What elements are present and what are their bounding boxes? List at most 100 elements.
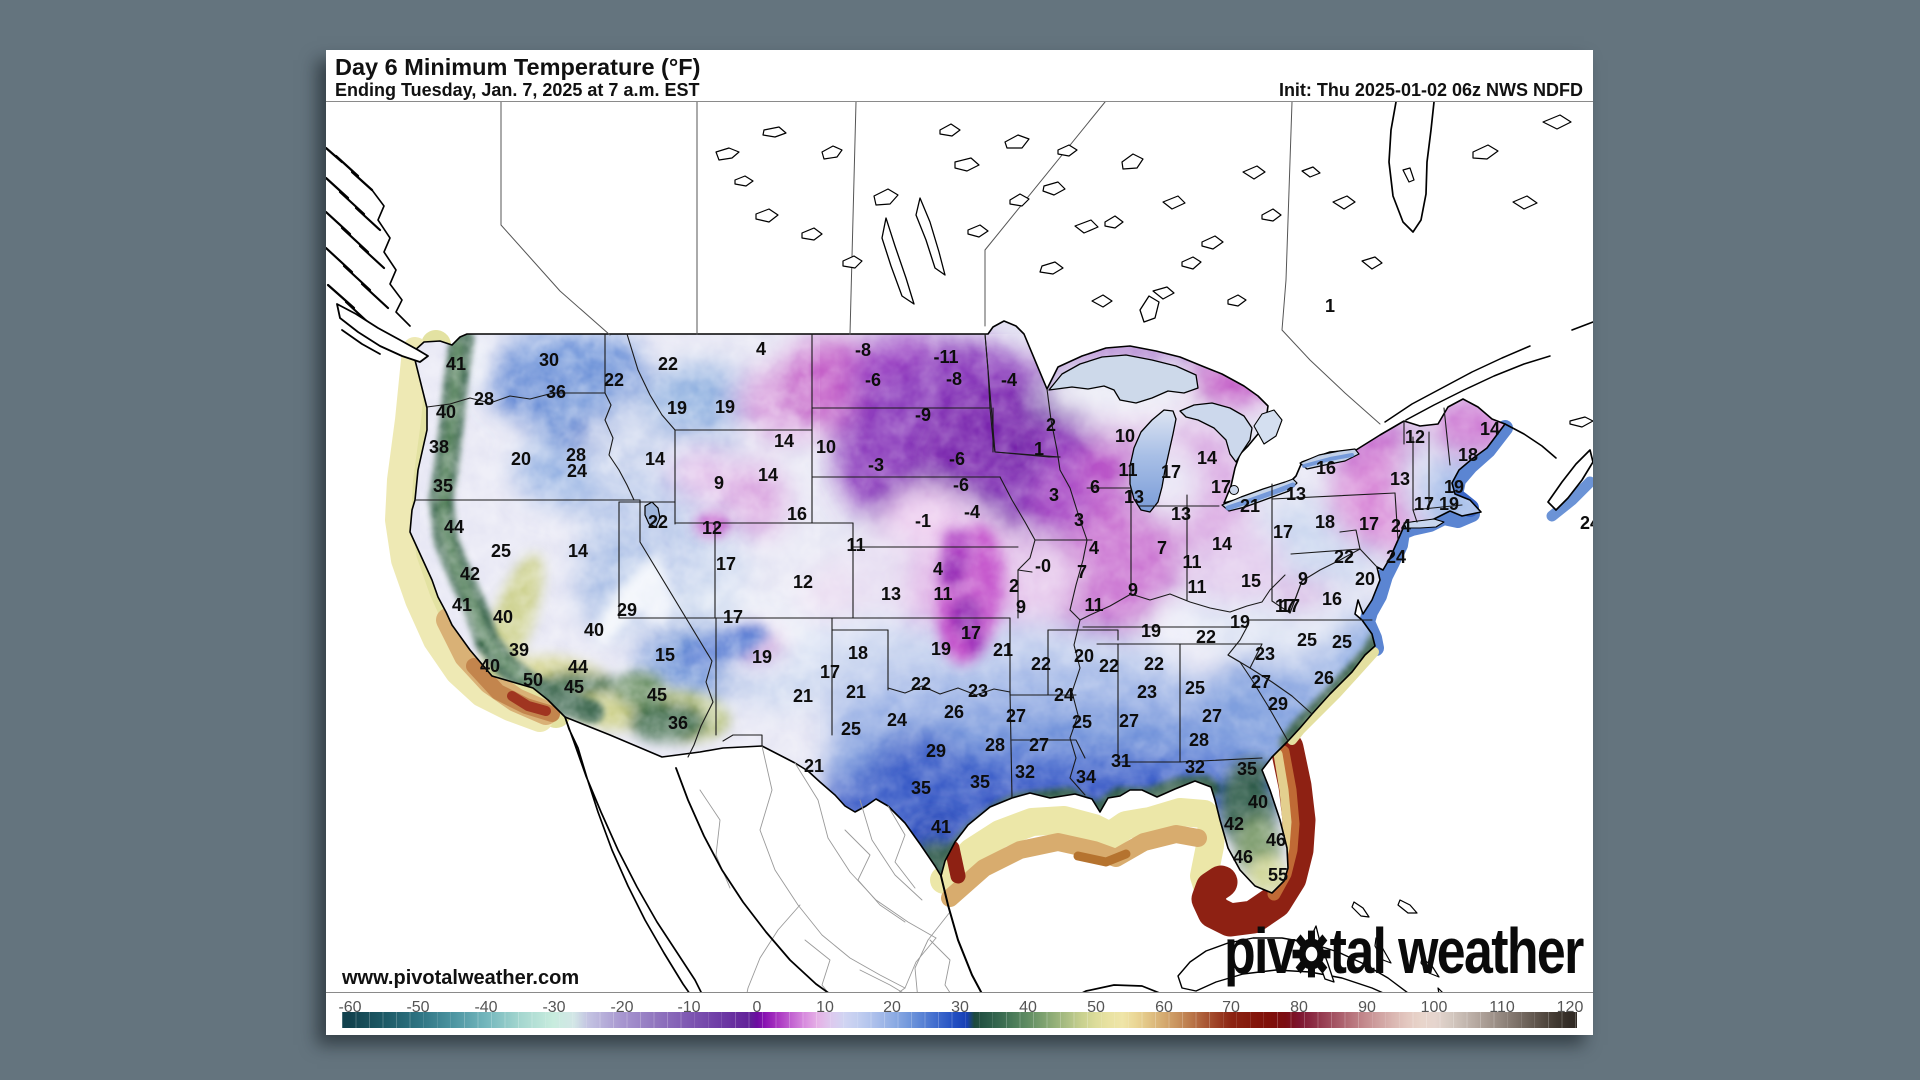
svg-text:1: 1 xyxy=(1325,296,1335,316)
svg-text:50: 50 xyxy=(523,670,543,690)
svg-text:18: 18 xyxy=(848,643,868,663)
svg-text:55: 55 xyxy=(1268,865,1288,885)
svg-text:-9: -9 xyxy=(915,405,931,425)
svg-text:21: 21 xyxy=(846,682,866,702)
svg-text:14: 14 xyxy=(1212,534,1232,554)
svg-text:16: 16 xyxy=(1322,589,1342,609)
svg-text:14: 14 xyxy=(645,449,665,469)
svg-text:19: 19 xyxy=(715,397,735,417)
svg-text:20: 20 xyxy=(1074,646,1094,666)
svg-text:35: 35 xyxy=(433,476,453,496)
svg-text:12: 12 xyxy=(1405,427,1425,447)
svg-text:-8: -8 xyxy=(855,340,871,360)
svg-text:24: 24 xyxy=(1054,685,1074,705)
svg-text:34: 34 xyxy=(1076,767,1096,787)
svg-text:45: 45 xyxy=(564,677,584,697)
svg-text:11: 11 xyxy=(846,535,865,555)
svg-text:36: 36 xyxy=(546,382,566,402)
svg-text:4: 4 xyxy=(1089,538,1099,558)
svg-text:24: 24 xyxy=(887,710,907,730)
svg-text:17: 17 xyxy=(1275,596,1295,616)
svg-text:40: 40 xyxy=(1248,792,1268,812)
svg-text:19: 19 xyxy=(1230,612,1250,632)
svg-text:7: 7 xyxy=(1157,538,1167,558)
svg-text:11: 11 xyxy=(1182,552,1201,572)
svg-text:20: 20 xyxy=(1355,569,1375,589)
svg-text:21: 21 xyxy=(1240,496,1260,516)
svg-text:14: 14 xyxy=(1197,448,1217,468)
svg-text:26: 26 xyxy=(944,702,964,722)
svg-text:11: 11 xyxy=(1084,595,1103,615)
svg-text:41: 41 xyxy=(452,595,472,615)
svg-text:29: 29 xyxy=(926,741,946,761)
svg-text:19: 19 xyxy=(667,398,687,418)
svg-text:3: 3 xyxy=(1049,485,1059,505)
svg-text:22: 22 xyxy=(648,512,668,532)
svg-text:15: 15 xyxy=(655,645,675,665)
svg-text:26: 26 xyxy=(1314,668,1334,688)
svg-text:9: 9 xyxy=(1016,597,1026,617)
svg-text:14: 14 xyxy=(758,465,778,485)
svg-text:35: 35 xyxy=(1237,759,1257,779)
svg-text:11: 11 xyxy=(1118,460,1137,480)
svg-text:17: 17 xyxy=(961,623,981,643)
svg-text:14: 14 xyxy=(774,431,794,451)
svg-text:35: 35 xyxy=(970,772,990,792)
svg-text:19: 19 xyxy=(1444,477,1464,497)
svg-text:17: 17 xyxy=(1273,522,1293,542)
svg-text:9: 9 xyxy=(714,473,724,493)
svg-text:23: 23 xyxy=(1255,644,1275,664)
svg-text:41: 41 xyxy=(446,354,466,374)
svg-text:-11: -11 xyxy=(933,347,958,367)
svg-text:27: 27 xyxy=(1006,706,1026,726)
svg-text:-1: -1 xyxy=(915,511,931,531)
svg-text:27: 27 xyxy=(1202,706,1222,726)
svg-text:19: 19 xyxy=(1439,494,1459,514)
svg-text:21: 21 xyxy=(993,640,1013,660)
svg-text:22: 22 xyxy=(658,354,678,374)
svg-text:17: 17 xyxy=(1280,596,1300,616)
svg-text:25: 25 xyxy=(1185,678,1205,698)
svg-text:40: 40 xyxy=(480,656,500,676)
svg-text:23: 23 xyxy=(1137,682,1157,702)
svg-text:9: 9 xyxy=(1298,569,1308,589)
svg-text:25: 25 xyxy=(1297,630,1317,650)
svg-text:2: 2 xyxy=(1009,576,1019,596)
svg-text:9: 9 xyxy=(1128,580,1138,600)
svg-text:22: 22 xyxy=(1144,654,1164,674)
svg-text:41: 41 xyxy=(931,817,951,837)
svg-text:17: 17 xyxy=(1211,477,1231,497)
svg-text:17: 17 xyxy=(1414,494,1434,514)
svg-text:24: 24 xyxy=(1386,547,1406,567)
svg-text:22: 22 xyxy=(1196,627,1216,647)
svg-text:7: 7 xyxy=(1077,562,1087,582)
svg-text:42: 42 xyxy=(460,564,480,584)
svg-text:28: 28 xyxy=(985,735,1005,755)
svg-text:23: 23 xyxy=(968,681,988,701)
svg-text:4: 4 xyxy=(933,559,943,579)
svg-text:14: 14 xyxy=(568,541,588,561)
svg-text:28: 28 xyxy=(1189,730,1209,750)
svg-text:15: 15 xyxy=(1241,571,1261,591)
svg-text:29: 29 xyxy=(617,600,637,620)
svg-text:46: 46 xyxy=(1266,830,1286,850)
svg-text:44: 44 xyxy=(568,657,588,677)
svg-text:27: 27 xyxy=(1119,711,1139,731)
svg-text:22: 22 xyxy=(1334,547,1354,567)
svg-text:40: 40 xyxy=(493,607,513,627)
svg-text:22: 22 xyxy=(1031,654,1051,674)
svg-text:32: 32 xyxy=(1015,762,1035,782)
svg-text:2: 2 xyxy=(1046,415,1056,435)
svg-text:16: 16 xyxy=(1316,458,1336,478)
svg-text:22: 22 xyxy=(1099,656,1119,676)
svg-text:24: 24 xyxy=(1580,513,1593,533)
svg-text:22: 22 xyxy=(911,674,931,694)
svg-text:11: 11 xyxy=(933,584,952,604)
svg-text:28: 28 xyxy=(566,445,586,465)
svg-text:16: 16 xyxy=(787,504,807,524)
svg-text:6: 6 xyxy=(1090,477,1100,497)
svg-text:22: 22 xyxy=(604,370,624,390)
svg-text:-8: -8 xyxy=(946,369,962,389)
svg-text:17: 17 xyxy=(820,662,840,682)
svg-text:17: 17 xyxy=(1359,514,1379,534)
